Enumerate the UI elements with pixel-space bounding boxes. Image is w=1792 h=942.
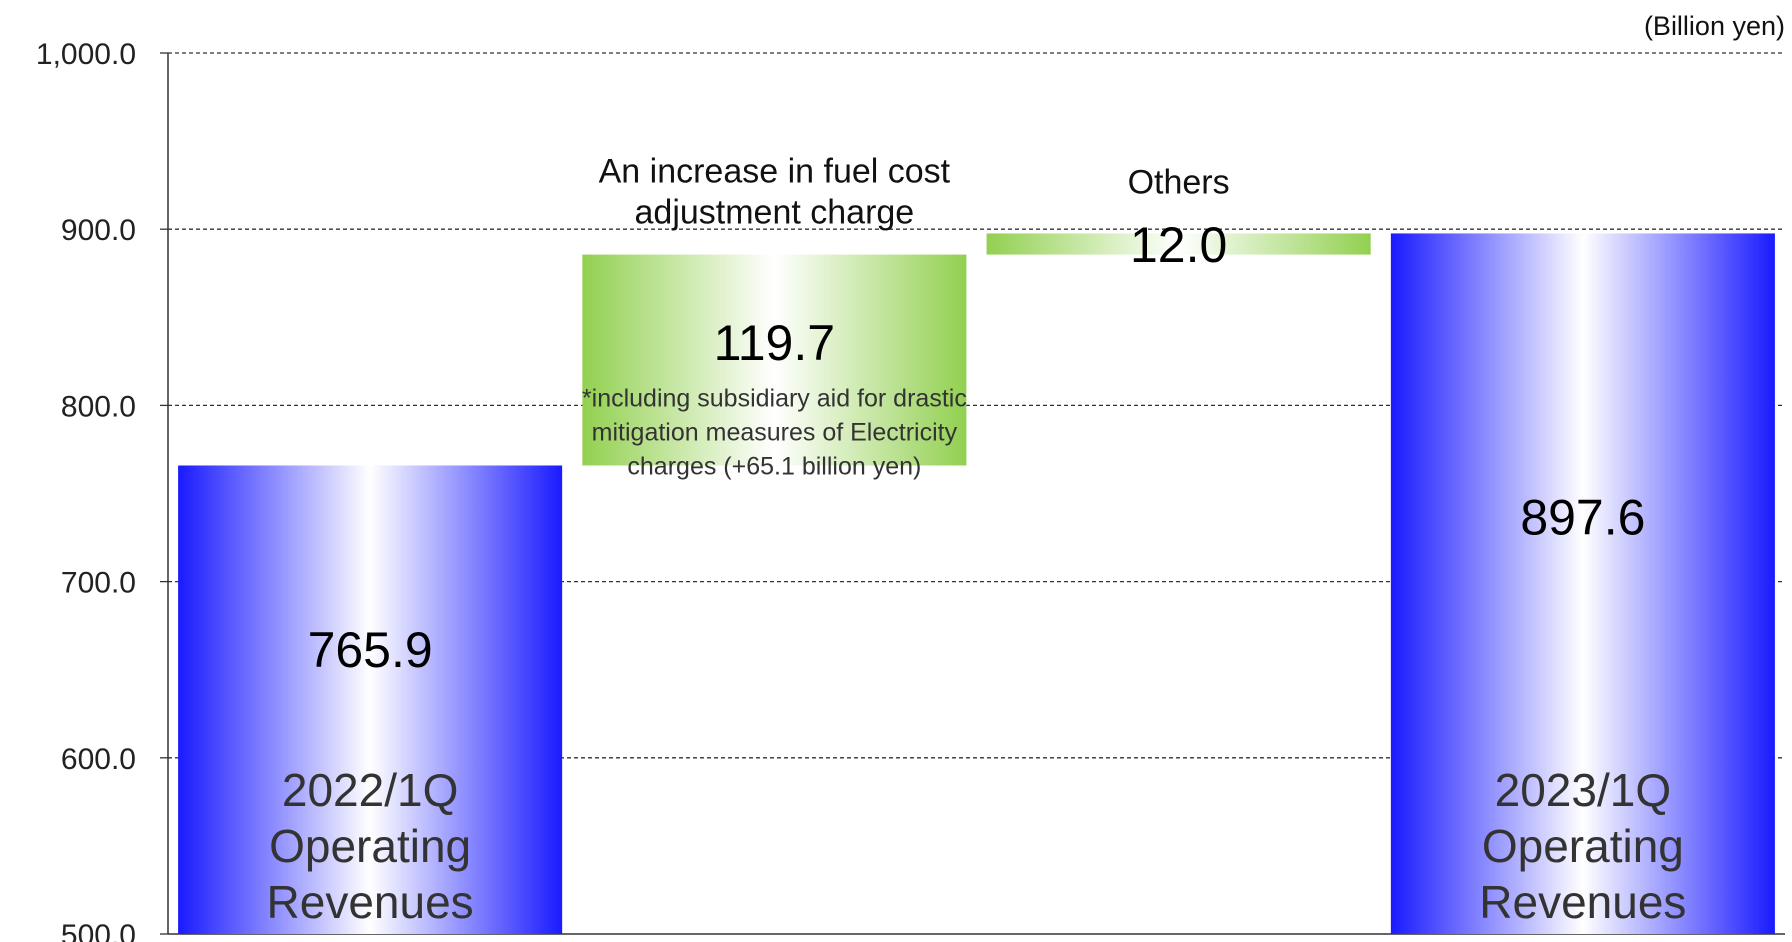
- y-tick-label: 1,000.0: [36, 38, 136, 71]
- bar-label: An increase in fuel cost adjustment charg…: [599, 153, 951, 232]
- y-tick-label: 800.0: [61, 390, 136, 423]
- bar-value-label: 765.9: [308, 622, 433, 678]
- total-bar: [1390, 233, 1775, 934]
- bar-value-label: 119.7: [714, 315, 835, 371]
- unit-label: (Billion yen): [1644, 11, 1785, 41]
- y-tick-label: 700.0: [61, 567, 136, 600]
- bar-label: Others: [1128, 163, 1230, 201]
- bar-note: *including subsidiary aid for drastic mit…: [582, 384, 967, 480]
- y-tick-label: 600.0: [61, 743, 136, 776]
- change-bar: [582, 254, 967, 466]
- bar-category-label: 2023/1Q Operating Revenues: [1479, 764, 1686, 928]
- y-tick-label: 500.0: [61, 919, 136, 942]
- bar-category-label: 2022/1Q Operating Revenues: [267, 764, 474, 928]
- bars: [178, 233, 1775, 934]
- y-tick-label: 900.0: [61, 214, 136, 247]
- change-bar: [986, 233, 1371, 255]
- bar-value-label: 12.0: [1130, 217, 1227, 273]
- bar-labels: 765.9 2022/1Q Operating Revenues 119.7 *inclu…: [267, 153, 1687, 928]
- total-bar: [178, 465, 563, 934]
- bar-value-label: 897.6: [1520, 490, 1645, 546]
